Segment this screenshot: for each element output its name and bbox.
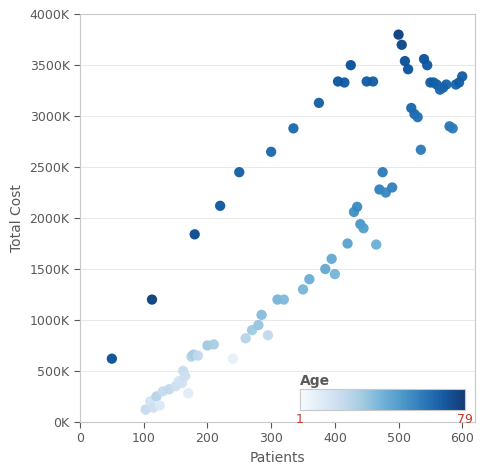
Point	[430, 79, 438, 86]
Point	[404, 65, 412, 73]
Point	[455, 79, 463, 86]
Point	[414, 113, 422, 121]
Point	[322, 265, 330, 273]
Y-axis label: Total Cost: Total Cost	[10, 184, 24, 252]
Point	[331, 270, 339, 278]
Point	[204, 342, 212, 349]
Point	[353, 203, 361, 210]
Point	[408, 104, 416, 112]
Point	[159, 388, 167, 395]
Point	[401, 57, 409, 65]
Point	[458, 73, 466, 80]
Point	[448, 125, 456, 132]
Point	[382, 189, 390, 196]
X-axis label: Patients: Patients	[250, 451, 306, 465]
Point	[423, 62, 431, 69]
Point	[362, 78, 370, 85]
Point	[410, 110, 418, 118]
Point	[258, 311, 266, 319]
Point	[420, 55, 428, 63]
Point	[188, 353, 196, 360]
Point	[181, 372, 189, 380]
Point	[328, 255, 336, 263]
Point	[150, 404, 158, 411]
Point	[172, 383, 179, 390]
Point	[436, 86, 444, 93]
Point	[378, 168, 386, 176]
Point	[179, 367, 187, 374]
Point	[306, 275, 314, 283]
Point	[376, 186, 384, 193]
Point	[369, 78, 377, 85]
Point	[210, 341, 218, 348]
Point	[426, 79, 434, 86]
Point	[108, 355, 116, 363]
Point	[254, 321, 262, 329]
Point	[248, 327, 256, 334]
Point	[350, 208, 358, 216]
Point	[267, 148, 275, 155]
Point	[184, 390, 192, 397]
Point	[190, 351, 198, 358]
Point	[442, 81, 450, 88]
Point	[165, 385, 173, 393]
Point	[388, 184, 396, 191]
Point	[274, 296, 281, 303]
Point	[280, 296, 288, 303]
Point	[264, 331, 272, 339]
Point	[398, 41, 406, 49]
Point	[417, 146, 425, 154]
Point	[315, 99, 323, 107]
Point	[394, 31, 402, 38]
Point	[216, 202, 224, 210]
Point	[446, 123, 454, 130]
Point	[360, 225, 368, 232]
Point	[190, 230, 198, 238]
Point	[194, 352, 202, 359]
Point	[340, 79, 348, 86]
Point	[372, 241, 380, 248]
Point	[152, 392, 160, 400]
Point	[452, 81, 460, 88]
Point	[236, 168, 244, 176]
Point	[242, 335, 250, 342]
Point	[299, 285, 307, 293]
Point	[178, 379, 186, 387]
Text: Age: Age	[300, 374, 330, 388]
Point	[156, 402, 164, 410]
Point	[148, 296, 156, 303]
Point	[146, 398, 154, 405]
Point	[439, 84, 447, 91]
Point	[433, 81, 441, 88]
Point	[347, 62, 355, 69]
Point	[344, 240, 351, 247]
Point	[142, 406, 150, 413]
Point	[290, 125, 298, 132]
Point	[356, 220, 364, 228]
Point	[334, 78, 342, 85]
Point	[229, 355, 237, 363]
Point	[175, 377, 183, 385]
